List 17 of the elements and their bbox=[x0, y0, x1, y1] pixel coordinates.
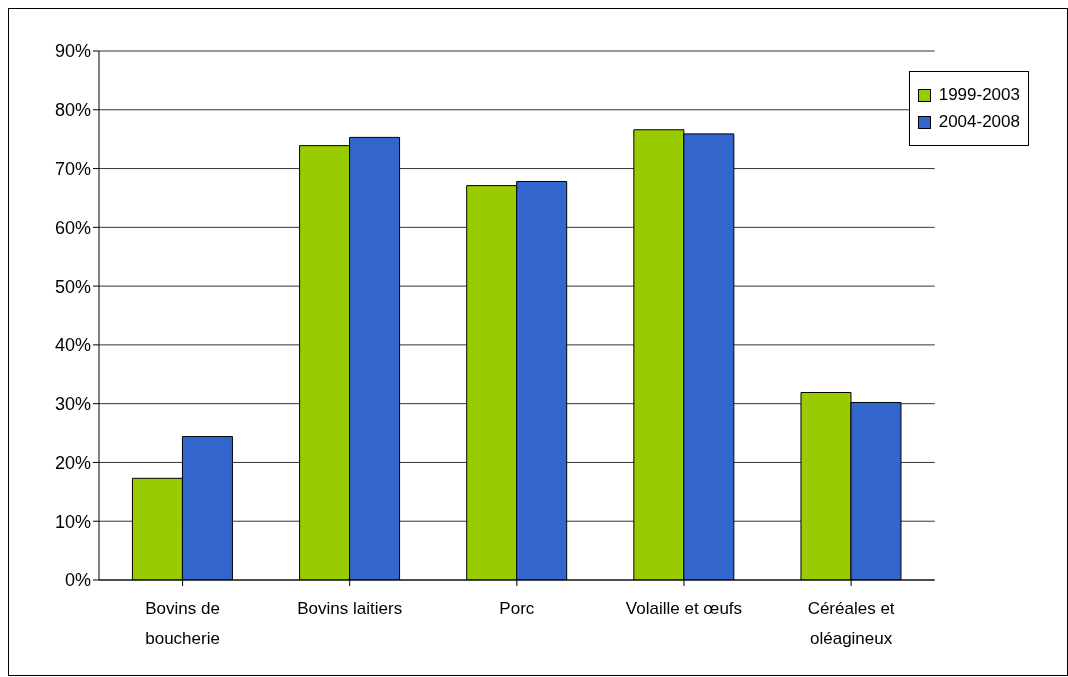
x-tick-label: Céréales et oléagineux bbox=[807, 599, 895, 649]
x-tick-label: Bovins de boucherie bbox=[145, 599, 220, 649]
y-tick-label: 40% bbox=[54, 335, 91, 356]
y-tick-label: 80% bbox=[54, 100, 91, 121]
y-tick-label: 10% bbox=[54, 511, 91, 532]
y-tick-label: 0% bbox=[64, 570, 91, 591]
y-tick-label: 50% bbox=[54, 276, 91, 297]
y-tick-label: 90% bbox=[54, 41, 91, 62]
y-tick-label: 70% bbox=[54, 158, 91, 179]
y-tick-label: 30% bbox=[54, 394, 91, 415]
legend-label: 2004-2008 bbox=[938, 112, 1020, 132]
x-tick-label: Bovins laitiers bbox=[297, 599, 403, 619]
y-tick-label: 20% bbox=[54, 452, 91, 473]
x-tick-label: Volaille et œufs bbox=[625, 599, 743, 619]
legend-label: 1999-2003 bbox=[938, 85, 1020, 105]
x-tick-label: Porc bbox=[499, 599, 535, 619]
y-tick-label: 60% bbox=[54, 217, 91, 238]
